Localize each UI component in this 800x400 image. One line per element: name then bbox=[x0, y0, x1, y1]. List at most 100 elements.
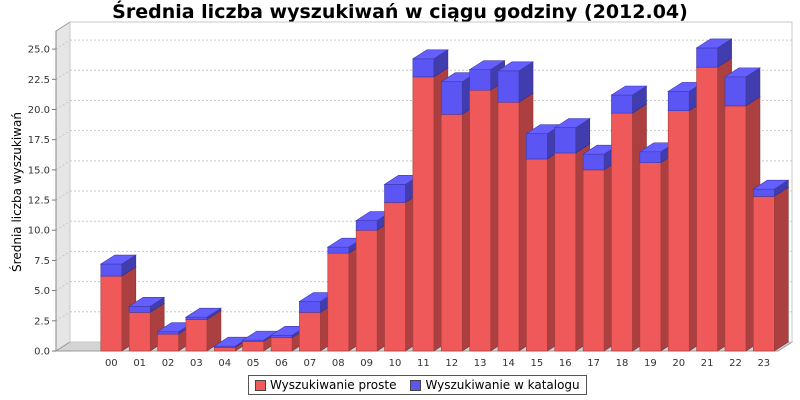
bar-proste bbox=[639, 162, 662, 352]
gridline-wall bbox=[55, 220, 71, 231]
x-tick-label: 16 bbox=[559, 358, 572, 369]
bar-proste bbox=[582, 169, 605, 352]
x-tick-label: 01 bbox=[133, 358, 146, 369]
bar-katalog-top bbox=[610, 85, 648, 96]
y-tick-label: 2.5 bbox=[34, 316, 50, 327]
bar-katalog bbox=[526, 133, 548, 160]
bar-proste bbox=[440, 114, 463, 352]
bar-katalog-top bbox=[553, 118, 591, 128]
bar-katalog bbox=[753, 188, 775, 197]
bar-katalog bbox=[724, 76, 747, 107]
bar-proste bbox=[469, 89, 491, 352]
x-tick-label: 10 bbox=[389, 358, 402, 369]
bar-katalog bbox=[497, 70, 520, 103]
bar-proste bbox=[213, 347, 236, 352]
y-tick-label: 12.5 bbox=[28, 196, 50, 207]
y-tick-label: 25.0 bbox=[28, 45, 50, 56]
gridline-wall bbox=[55, 190, 71, 201]
y-tick-label: 7.5 bbox=[34, 256, 50, 267]
bar-katalog bbox=[185, 316, 208, 320]
bar-katalog-top bbox=[496, 61, 535, 72]
bar-katalog bbox=[639, 151, 662, 163]
bar-proste bbox=[753, 196, 775, 352]
gridline-wall bbox=[55, 130, 71, 141]
y-tick-label: 5.0 bbox=[34, 286, 50, 297]
gridline-wall bbox=[55, 69, 71, 80]
bar-katalog-top bbox=[468, 60, 506, 70]
bar-katalog bbox=[440, 81, 463, 115]
bar-katalog bbox=[384, 184, 406, 203]
gridline-wall bbox=[55, 160, 71, 171]
x-tick-label: 18 bbox=[616, 358, 629, 369]
legend: Wyszukiwanie proste Wyszukiwanie w katal… bbox=[248, 375, 587, 395]
legend-label-katalog: Wyszukiwanie w katalogu bbox=[425, 378, 580, 392]
y-tick-label: 15.0 bbox=[28, 165, 50, 176]
x-tick-label: 08 bbox=[332, 358, 345, 369]
gridline-wall bbox=[55, 39, 71, 50]
bar-proste bbox=[384, 202, 406, 352]
bar-proste bbox=[526, 158, 548, 352]
x-tick-label: 02 bbox=[162, 358, 175, 369]
bar-katalog bbox=[582, 153, 605, 171]
y-tick-label: 20.0 bbox=[28, 105, 50, 116]
bar-proste bbox=[667, 110, 690, 352]
bar-proste bbox=[270, 337, 293, 352]
x-tick-label: 03 bbox=[190, 358, 203, 369]
bar-katalog bbox=[696, 47, 718, 68]
bar-proste bbox=[100, 275, 123, 352]
gridline-wall bbox=[55, 281, 71, 292]
bar-katalog bbox=[667, 91, 690, 111]
legend-item-proste: Wyszukiwanie proste bbox=[255, 378, 396, 392]
legend-label-proste: Wyszukiwanie proste bbox=[270, 378, 397, 392]
bar-proste bbox=[554, 152, 577, 352]
bar-proste bbox=[242, 341, 264, 352]
bar-katalog bbox=[611, 94, 633, 114]
bar-katalog-top bbox=[128, 297, 166, 307]
bar-katalog bbox=[469, 69, 491, 91]
x-tick-label: 15 bbox=[530, 358, 543, 369]
bar-proste-side bbox=[774, 186, 789, 352]
chart-title: Średnia liczba wyszukiwań w ciągu godzin… bbox=[112, 1, 688, 23]
x-tick-label: 20 bbox=[672, 358, 685, 369]
bar-katalog bbox=[412, 58, 435, 78]
y-tick-label: 10.0 bbox=[28, 226, 50, 237]
x-tick-label: 00 bbox=[105, 358, 118, 369]
bar-proste bbox=[157, 333, 179, 352]
x-tick-label: 12 bbox=[445, 358, 458, 369]
x-tick-label: 19 bbox=[644, 358, 657, 369]
bar-katalog-top bbox=[695, 38, 733, 49]
bar-proste bbox=[412, 76, 435, 352]
x-tick-label: 11 bbox=[417, 358, 430, 369]
bar-proste bbox=[299, 312, 321, 352]
gridline-wall bbox=[55, 251, 71, 261]
x-tick-label: 22 bbox=[729, 358, 742, 369]
x-tick-label: 04 bbox=[218, 358, 231, 369]
bar-proste bbox=[185, 319, 208, 352]
x-tick-label: 06 bbox=[275, 358, 288, 369]
bar-katalog bbox=[128, 306, 151, 313]
legend-item-katalog: Wyszukiwanie w katalogu bbox=[410, 378, 580, 392]
bar-proste bbox=[724, 105, 747, 352]
bar-proste bbox=[611, 112, 633, 352]
bar-proste bbox=[696, 66, 718, 352]
bar-katalog-top bbox=[184, 307, 222, 318]
x-tick-label: 21 bbox=[701, 358, 714, 369]
bar-katalog bbox=[100, 263, 123, 277]
bar-proste bbox=[497, 101, 520, 352]
x-tick-label: 17 bbox=[587, 358, 600, 369]
legend-swatch-katalog bbox=[410, 379, 422, 391]
x-tick-label: 07 bbox=[304, 358, 317, 369]
gridline-wall bbox=[55, 311, 71, 322]
y-tick-label: 17.5 bbox=[28, 135, 50, 146]
bar-katalog bbox=[299, 301, 321, 313]
x-tick-label: 05 bbox=[247, 358, 260, 369]
bar-proste bbox=[128, 312, 151, 352]
y-tick-label: 22.5 bbox=[28, 75, 50, 86]
bar-katalog bbox=[270, 335, 293, 339]
x-tick-label: 09 bbox=[360, 358, 373, 369]
bar-katalog-top bbox=[723, 67, 761, 78]
legend-swatch-proste bbox=[255, 379, 266, 391]
bar-proste bbox=[355, 229, 378, 352]
